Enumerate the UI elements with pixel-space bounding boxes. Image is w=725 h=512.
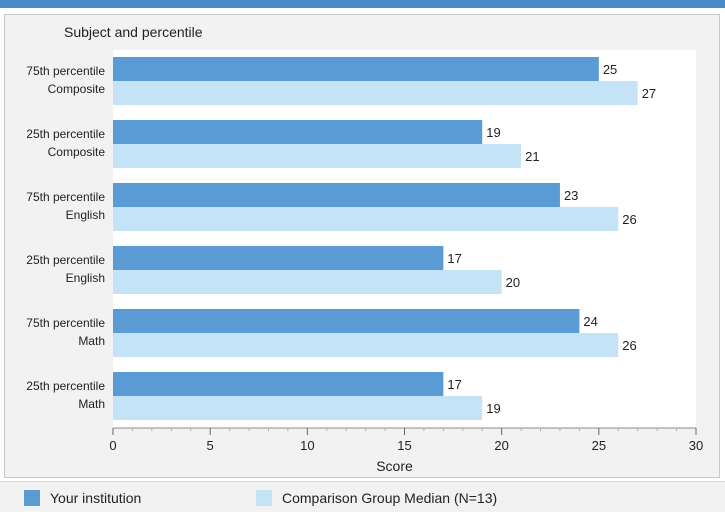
category-label: English bbox=[66, 208, 105, 222]
category-label: 25th percentile bbox=[26, 127, 105, 141]
x-tick-label: 20 bbox=[494, 438, 508, 453]
bar-chart: 25 27 75th percentile Composite 19 21 25th per… bbox=[26, 50, 703, 474]
x-tick-label: 5 bbox=[207, 438, 214, 453]
legend-item-comparison-group: Comparison Group Median (N=13) bbox=[256, 490, 497, 506]
bar bbox=[113, 144, 522, 168]
bar bbox=[113, 333, 619, 357]
category-label: Math bbox=[78, 397, 105, 411]
bar bbox=[113, 183, 560, 207]
legend-swatch-your-institution bbox=[24, 490, 40, 506]
x-tick-label: 25 bbox=[592, 438, 606, 453]
bar bbox=[113, 396, 483, 420]
x-tick-label: 30 bbox=[689, 438, 703, 453]
data-label: 24 bbox=[583, 314, 597, 329]
bar bbox=[113, 270, 502, 294]
x-tick-label: 15 bbox=[397, 438, 411, 453]
data-label: 23 bbox=[564, 188, 578, 203]
category-label: English bbox=[66, 271, 105, 285]
legend-label-comparison-group: Comparison Group Median (N=13) bbox=[282, 490, 498, 506]
category-label: 25th percentile bbox=[26, 379, 105, 393]
data-label: 26 bbox=[622, 212, 636, 227]
bar bbox=[113, 207, 619, 231]
x-tick-label: 0 bbox=[109, 438, 116, 453]
category-label: 75th percentile bbox=[26, 190, 105, 204]
category-label: Composite bbox=[48, 145, 106, 159]
x-tick-label: 10 bbox=[300, 438, 314, 453]
header-bar bbox=[0, 0, 725, 8]
bar bbox=[113, 309, 580, 333]
data-label: 25 bbox=[603, 62, 617, 77]
data-label: 17 bbox=[447, 251, 461, 266]
bar bbox=[113, 81, 638, 105]
data-label: 17 bbox=[447, 377, 461, 392]
category-label: Math bbox=[78, 334, 105, 348]
chart-title: Subject and percentile bbox=[64, 24, 203, 40]
x-axis-title: Score bbox=[376, 458, 413, 474]
data-label: 19 bbox=[486, 401, 500, 416]
data-label: 19 bbox=[486, 125, 500, 140]
data-label: 26 bbox=[622, 338, 636, 353]
category-label: 75th percentile bbox=[26, 316, 105, 330]
bar bbox=[113, 120, 483, 144]
legend-swatch-comparison-group bbox=[256, 490, 272, 506]
data-label: 20 bbox=[506, 275, 520, 290]
legend-label-your-institution: Your institution bbox=[50, 490, 142, 506]
category-label: 25th percentile bbox=[26, 253, 105, 267]
data-label: 21 bbox=[525, 149, 539, 164]
bar bbox=[113, 57, 599, 81]
category-label: 75th percentile bbox=[26, 64, 105, 78]
legend-item-your-institution: Your institution bbox=[24, 490, 141, 506]
category-label: Composite bbox=[48, 82, 106, 96]
plot-area bbox=[113, 50, 696, 428]
bar bbox=[113, 246, 444, 270]
legend: Your institution Comparison Group Median… bbox=[0, 481, 725, 512]
bar bbox=[113, 372, 444, 396]
data-label: 27 bbox=[642, 86, 656, 101]
